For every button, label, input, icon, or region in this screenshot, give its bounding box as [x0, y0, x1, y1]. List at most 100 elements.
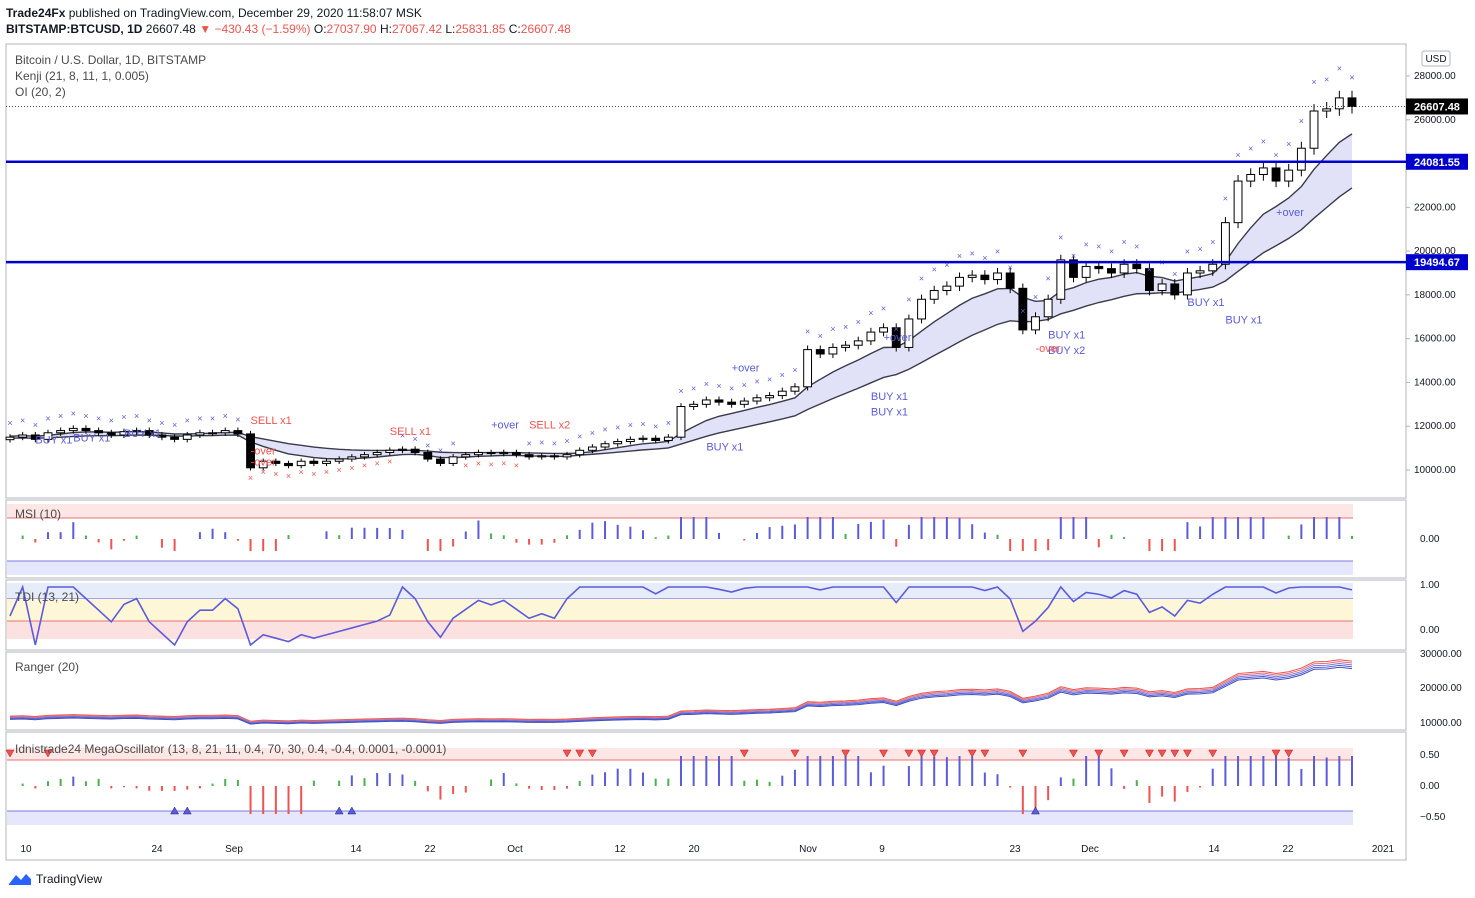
signal-cross: × — [286, 471, 291, 481]
signal-cross: × — [71, 409, 76, 419]
signal-cross: × — [552, 438, 557, 448]
signal-cross: × — [1223, 194, 1228, 204]
signal-cross: × — [906, 294, 911, 304]
candle — [334, 456, 344, 464]
x-tick: 10 — [20, 844, 32, 855]
signal-cross: × — [640, 419, 645, 429]
candle — [600, 440, 610, 450]
candle — [398, 446, 407, 454]
signal-cross: × — [1147, 265, 1152, 275]
candle — [1069, 254, 1078, 283]
signal-cross: × — [615, 422, 620, 432]
signal-label: BUY x1 — [124, 428, 161, 440]
candle — [1043, 294, 1053, 322]
sell-marker — [1144, 749, 1154, 758]
candle — [1018, 283, 1028, 335]
signal-label: BUY x1 — [73, 433, 110, 445]
candle — [663, 434, 673, 444]
signal-cross: × — [501, 459, 506, 469]
signal-cross: × — [1286, 139, 1291, 149]
signal-cross: × — [539, 437, 544, 447]
candle — [423, 449, 433, 462]
signal-cross: × — [881, 303, 886, 313]
candle — [625, 436, 635, 445]
signal-cross: × — [691, 384, 696, 394]
candle — [284, 460, 293, 469]
buy-marker — [1031, 806, 1040, 815]
candle — [56, 427, 66, 436]
l-label: L: — [445, 22, 456, 36]
msi-legend: MSI (10) — [15, 507, 62, 521]
x-tick: 2021 — [1372, 844, 1395, 855]
ranger-line — [9, 666, 1353, 725]
candle — [980, 270, 990, 285]
price-tick: 12000.00 — [1414, 421, 1456, 432]
candle — [144, 427, 154, 439]
candle — [727, 398, 737, 408]
signal-label: SELL x1 — [251, 415, 292, 427]
x-tick: 14 — [350, 844, 362, 855]
signal-cross: × — [514, 461, 519, 471]
candle — [1220, 217, 1230, 270]
candle — [1170, 279, 1180, 300]
price-pane[interactable] — [5, 43, 1407, 499]
signal-cross: × — [1273, 150, 1278, 160]
sell-marker — [967, 749, 977, 758]
sell-marker — [790, 749, 800, 758]
signal-cross: × — [1299, 116, 1304, 126]
change: −430.43 (−1.59%) — [214, 22, 311, 36]
signal-cross: × — [1096, 242, 1101, 252]
last-price: 26607.48 — [145, 22, 196, 36]
x-tick: Sep — [225, 844, 243, 855]
candle — [967, 270, 977, 283]
x-tick: 22 — [424, 844, 436, 855]
candle — [853, 336, 863, 350]
candle — [461, 451, 471, 460]
signal-cross: × — [463, 461, 468, 471]
low-value: 25831.85 — [455, 22, 506, 36]
signal-cross: × — [678, 386, 683, 396]
signal-cross: × — [147, 416, 152, 426]
x-tick: 20 — [688, 844, 700, 855]
sell-marker — [917, 749, 926, 758]
candle — [360, 451, 369, 460]
sell-marker — [929, 749, 939, 758]
candle — [322, 458, 331, 467]
candle — [777, 387, 787, 400]
tdi-line — [9, 584, 1353, 647]
mega-pane[interactable] — [5, 731, 1407, 861]
x-tick: Dec — [1081, 844, 1099, 855]
signal-label: BUY x1 — [871, 391, 908, 403]
signal-label: BUY x2 — [1048, 345, 1085, 357]
signal-cross: × — [982, 253, 987, 263]
signal-cross: × — [311, 469, 316, 479]
signal-cross: × — [476, 459, 481, 469]
signal-label: SELL x1 — [390, 426, 431, 438]
price-tick: 14000.00 — [1414, 377, 1456, 388]
sell-marker — [1119, 749, 1129, 758]
sell-marker — [1157, 749, 1167, 758]
signal-cross: × — [20, 416, 25, 426]
tradingview-logo[interactable]: TradingView — [8, 872, 102, 886]
ranger-pane[interactable] — [5, 651, 1407, 731]
axis-tick: 0.50 — [1420, 750, 1440, 761]
candle — [537, 452, 547, 460]
candle — [448, 454, 458, 467]
candle — [1322, 101, 1332, 118]
candle — [347, 454, 357, 462]
candle — [372, 449, 382, 458]
msi-pane[interactable] — [5, 499, 1407, 579]
ranger-line — [9, 659, 1353, 722]
signal-cross: × — [185, 416, 190, 426]
signal-cross: × — [1083, 239, 1088, 249]
signal-cross: × — [602, 425, 607, 435]
candle — [233, 427, 243, 437]
tdi-pane[interactable] — [5, 579, 1407, 651]
candle — [1081, 261, 1091, 283]
candle — [587, 444, 597, 454]
candle — [1271, 161, 1281, 188]
signal-cross: × — [1210, 237, 1215, 247]
level-low-badge-text: 19494.67 — [1414, 257, 1460, 269]
level-high-badge-text: 24081.55 — [1414, 157, 1460, 169]
